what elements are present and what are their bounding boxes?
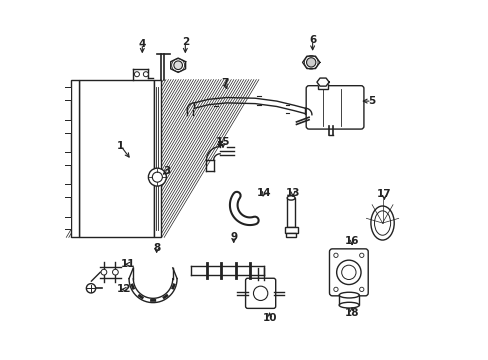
Bar — [71, 80, 79, 237]
Text: 17: 17 — [376, 189, 391, 199]
Polygon shape — [170, 58, 185, 72]
Circle shape — [112, 269, 118, 275]
Circle shape — [359, 253, 363, 257]
Ellipse shape — [339, 302, 359, 308]
Text: 5: 5 — [367, 96, 375, 106]
Text: 12: 12 — [117, 284, 131, 294]
Circle shape — [333, 287, 337, 292]
Ellipse shape — [374, 211, 390, 235]
Ellipse shape — [339, 292, 359, 298]
Circle shape — [143, 72, 148, 77]
Ellipse shape — [370, 206, 393, 240]
Circle shape — [336, 260, 360, 284]
Text: 11: 11 — [121, 259, 135, 269]
Bar — [64, 120, 71, 133]
Circle shape — [86, 284, 96, 293]
FancyBboxPatch shape — [305, 86, 363, 129]
FancyBboxPatch shape — [329, 249, 367, 296]
Text: 9: 9 — [230, 232, 237, 242]
Bar — [64, 87, 71, 100]
Bar — [64, 217, 71, 229]
Polygon shape — [302, 56, 319, 69]
FancyBboxPatch shape — [245, 278, 275, 309]
Bar — [285, 233, 296, 237]
Text: 8: 8 — [153, 243, 160, 253]
Text: 18: 18 — [344, 308, 359, 318]
Bar — [64, 152, 71, 165]
Circle shape — [134, 72, 139, 77]
Text: 14: 14 — [256, 188, 271, 198]
Circle shape — [333, 253, 337, 257]
Text: 10: 10 — [262, 313, 276, 323]
Polygon shape — [316, 78, 328, 86]
Bar — [284, 226, 297, 233]
Bar — [317, 82, 327, 89]
Bar — [64, 184, 71, 197]
Text: 4: 4 — [138, 39, 146, 49]
Circle shape — [152, 172, 162, 182]
Circle shape — [253, 286, 267, 301]
Text: 7: 7 — [221, 78, 228, 88]
Circle shape — [148, 168, 166, 186]
Text: 13: 13 — [285, 188, 300, 198]
Circle shape — [341, 265, 355, 279]
Circle shape — [306, 58, 315, 67]
Bar — [339, 295, 359, 305]
Text: 6: 6 — [308, 35, 316, 45]
Bar — [286, 198, 294, 226]
Text: 1: 1 — [117, 141, 124, 151]
Bar — [154, 80, 160, 237]
Text: 15: 15 — [215, 138, 230, 147]
Circle shape — [174, 61, 182, 69]
Bar — [79, 80, 154, 237]
Text: 2: 2 — [182, 37, 188, 47]
Circle shape — [101, 269, 106, 275]
Text: 3: 3 — [163, 166, 171, 176]
Circle shape — [359, 287, 363, 292]
Text: 16: 16 — [344, 236, 359, 246]
Ellipse shape — [286, 196, 294, 200]
